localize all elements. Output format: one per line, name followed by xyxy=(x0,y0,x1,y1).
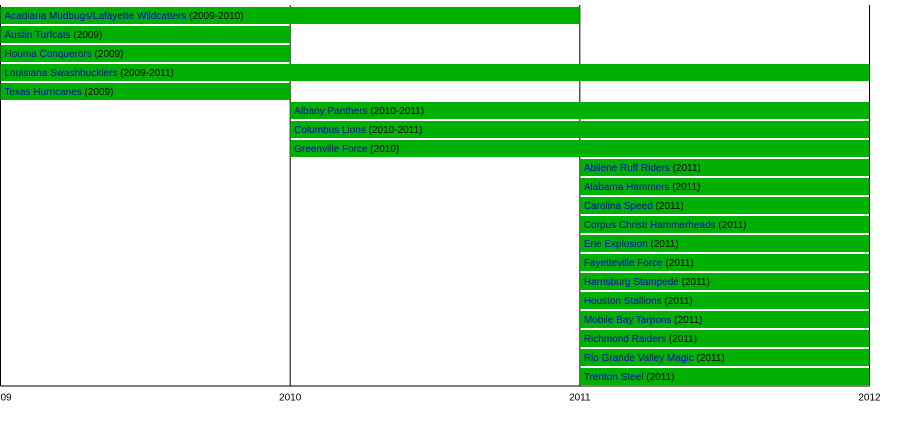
bar-label: Louisiana Swashbucklers (2009-2011) xyxy=(5,68,174,79)
bar xyxy=(0,64,870,81)
x-tick-label: 2010 xyxy=(279,393,302,404)
team-period: (2011) xyxy=(696,353,724,364)
bar-label: Corpus Christi Hammerheads (2011) xyxy=(584,220,747,231)
team-period: (2011) xyxy=(682,277,710,288)
bar-label: Harrisburg Stampede (2011) xyxy=(584,277,710,288)
team-name: Erie Explosion xyxy=(584,239,648,250)
bar xyxy=(290,102,870,119)
x-tick-label: 2012 xyxy=(858,393,881,404)
bar-label: Albany Panthers (2010-2011) xyxy=(294,106,424,117)
bar-label: Greenville Force (2010) xyxy=(294,144,399,155)
bar xyxy=(579,368,870,385)
bar-label: Houma Conquerors (2009) xyxy=(5,49,124,60)
team-period: (2009) xyxy=(95,49,124,60)
team-period: (2011) xyxy=(646,372,674,383)
team-name: Alabama Hammers xyxy=(584,182,670,193)
bar-label: Acadiana Mudbugs/Lafayette Wildcatters (… xyxy=(5,11,244,22)
bar-label: Alabama Hammers (2011) xyxy=(584,182,701,193)
bar-label: Austin Turfcats (2009) xyxy=(5,30,103,41)
bar xyxy=(579,330,870,347)
team-name: Corpus Christi Hammerheads xyxy=(584,220,716,231)
team-period: (2011) xyxy=(674,315,702,326)
bar xyxy=(579,273,870,290)
team-name: Mobile Bay Tarpons xyxy=(584,315,672,326)
bar-label: Texas Hurricanes (2009) xyxy=(5,87,114,98)
bar-label: Erie Explosion (2011) xyxy=(584,239,679,250)
bar xyxy=(579,178,870,195)
team-period: (2009-2011) xyxy=(120,68,174,79)
bar xyxy=(0,7,580,24)
bar-label: Richmond Raiders (2011) xyxy=(584,334,697,345)
team-period: (2011) xyxy=(664,296,692,307)
team-period: (2010-2011) xyxy=(369,125,423,136)
bar-label: Mobile Bay Tarpons (2011) xyxy=(584,315,703,326)
bar-label: Carolina Speed (2011) xyxy=(584,201,684,212)
x-tick-label: 2009 xyxy=(0,393,12,404)
team-name: Carolina Speed xyxy=(584,201,653,212)
team-period: (2009-2010) xyxy=(189,11,243,22)
team-name: Abilene Ruff Riders xyxy=(584,163,670,174)
bar xyxy=(0,26,291,43)
bar-label: Fayetteville Force (2011) xyxy=(584,258,694,269)
team-period: (2011) xyxy=(673,163,701,174)
team-name: Fayetteville Force xyxy=(584,258,663,269)
bar xyxy=(579,235,870,252)
bar xyxy=(579,216,870,233)
team-name: Trenton Steel xyxy=(584,372,644,383)
team-period: (2009) xyxy=(85,87,114,98)
bar xyxy=(290,121,870,138)
team-period: (2010) xyxy=(370,144,399,155)
x-tick-label: 2011 xyxy=(569,393,591,404)
bar xyxy=(579,197,870,214)
team-period: (2011) xyxy=(672,182,700,193)
team-period: (2011) xyxy=(666,258,694,269)
team-name: Richmond Raiders xyxy=(584,334,666,345)
team-period: (2011) xyxy=(718,220,746,231)
team-period: (2011) xyxy=(651,239,679,250)
bar xyxy=(579,159,870,176)
bar xyxy=(0,45,291,62)
bar-label: Houston Stallions (2011) xyxy=(584,296,693,307)
bar-label: Abilene Ruff Riders (2011) xyxy=(584,163,701,174)
team-name: Harrisburg Stampede xyxy=(584,277,679,288)
bar-label: Trenton Steel (2011) xyxy=(584,372,675,383)
team-name: Greenville Force xyxy=(294,144,368,155)
team-name: Houma Conquerors xyxy=(5,49,92,60)
bar xyxy=(579,254,870,271)
team-period: (2010-2011) xyxy=(370,106,424,117)
team-name: Albany Panthers xyxy=(294,106,367,117)
team-name: Texas Hurricanes xyxy=(5,87,82,98)
bar xyxy=(579,311,870,328)
bar xyxy=(579,349,870,366)
team-name: Austin Turfcats xyxy=(5,30,71,41)
team-name: Acadiana Mudbugs/Lafayette Wildcatters xyxy=(5,11,187,22)
team-name: Houston Stallions xyxy=(584,296,662,307)
team-name: Louisiana Swashbucklers xyxy=(5,68,118,79)
bar xyxy=(290,140,870,157)
team-name: Columbus Lions xyxy=(294,125,366,136)
bar xyxy=(579,292,870,309)
bar xyxy=(0,83,291,100)
bar-label: Columbus Lions (2010-2011) xyxy=(294,125,422,136)
team-period: (2011) xyxy=(669,334,697,345)
bar-label: Rio Grande Valley Magic (2011) xyxy=(584,353,725,364)
team-period: (2011) xyxy=(656,201,684,212)
team-name: Rio Grande Valley Magic xyxy=(584,353,694,364)
team-period: (2009) xyxy=(73,30,102,41)
